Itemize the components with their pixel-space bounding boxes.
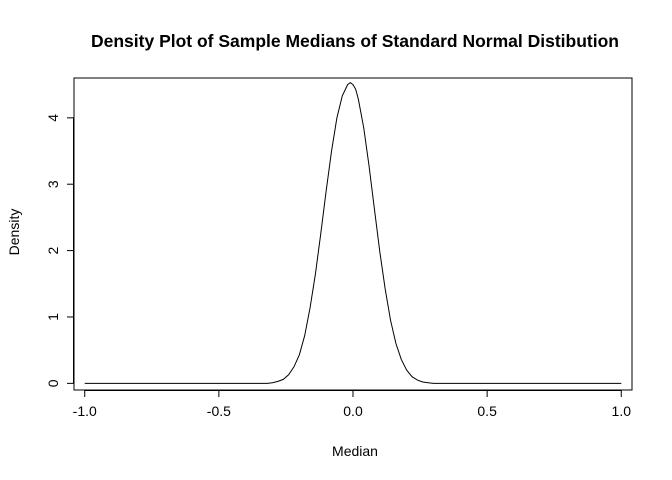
x-axis-label: Median [332, 443, 378, 459]
x-tick-label: -0.5 [207, 403, 231, 419]
density-curve [84, 82, 622, 384]
x-tick-label: 0.5 [477, 403, 497, 419]
y-axis-label: Density [6, 209, 22, 256]
y-tick-label: 4 [45, 114, 61, 122]
y-axis: 0 1 2 3 4 [45, 114, 74, 387]
x-tick-label: -1.0 [73, 403, 97, 419]
x-tick-label: 1.0 [612, 403, 632, 419]
y-tick-label: 2 [45, 246, 61, 254]
x-axis: -1.0 -0.5 0.0 0.5 1.0 [73, 390, 632, 419]
plot-box [73, 77, 633, 391]
x-tick-label: 0.0 [343, 403, 363, 419]
chart-title: Density Plot of Sample Medians of Standa… [91, 31, 619, 51]
y-tick-label: 0 [45, 379, 61, 387]
y-tick-label: 3 [45, 180, 61, 188]
y-tick-label: 1 [45, 313, 61, 321]
